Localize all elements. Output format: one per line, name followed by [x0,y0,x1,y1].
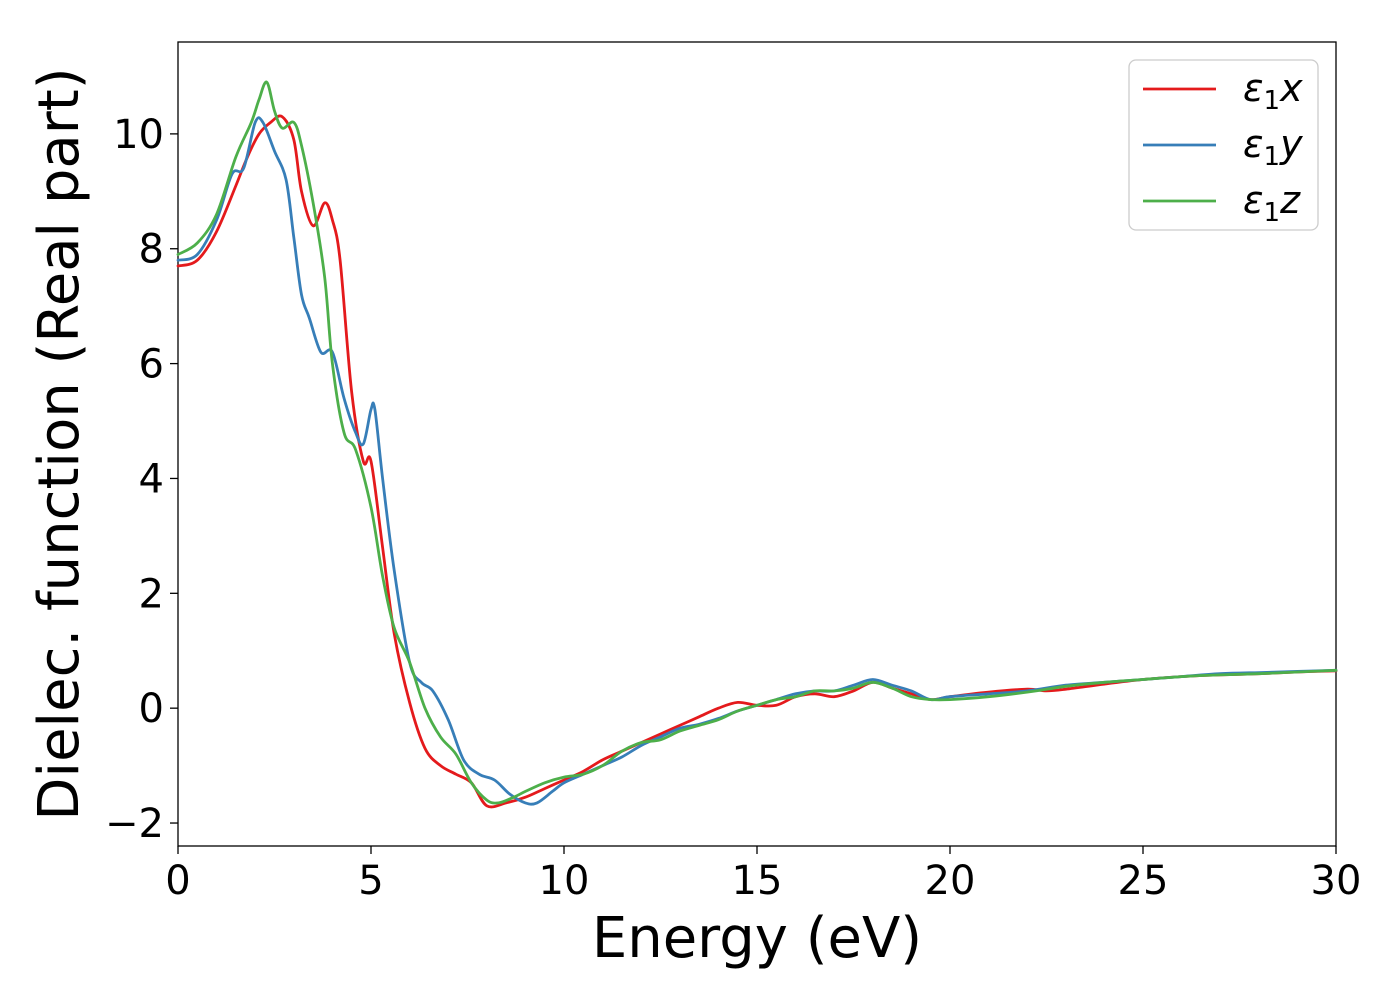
legend-label-z: ε1z [1243,178,1301,228]
legend-label-x: ε1x [1243,66,1303,116]
y-tick-label: 0 [139,686,164,732]
series-line-x [176,114,1338,809]
y-tick-label: 6 [139,342,164,388]
series-layer [176,80,1338,809]
x-tick-label: 10 [539,858,590,904]
legend-label-y: ε1y [1243,122,1303,172]
x-tick-label: 5 [358,858,383,904]
x-tick-label: 20 [925,858,976,904]
legend: ε1x ε1y ε1z [1128,59,1319,231]
x-tick-label: 15 [732,858,783,904]
series-line-y [176,116,1338,806]
legend-box [1128,59,1319,231]
series-line-z [176,80,1338,805]
y-tick-label: 2 [139,571,164,617]
y-tick-label: 4 [139,456,164,502]
y-tick-label: −2 [105,801,164,847]
x-tick-label: 30 [1311,858,1362,904]
y-tick-label: 10 [113,112,164,158]
y-axis-label: Dielec. function (Real part) [27,67,92,820]
x-axis-label: Energy (eV) [592,906,922,971]
x-tick-label: 25 [1118,858,1169,904]
x-tick-label: 0 [165,858,190,904]
y-tick-label: 8 [139,227,164,273]
y-axis-ticks: −2 0 2 4 6 8 10 [105,112,178,847]
x-axis-ticks: 0 5 10 15 20 25 30 [165,846,1361,904]
